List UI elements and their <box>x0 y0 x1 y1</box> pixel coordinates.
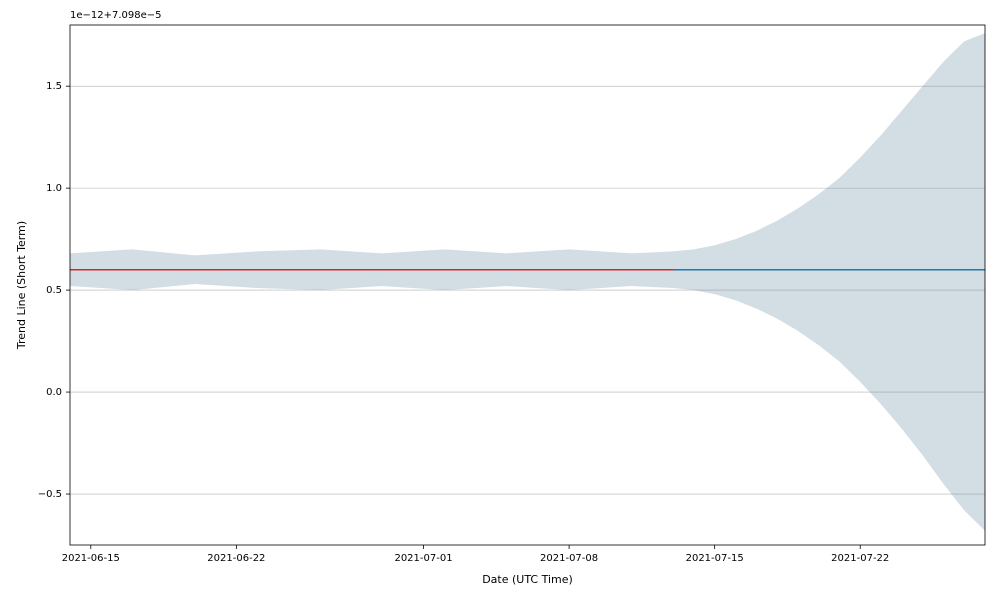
y-tick-label: 0.5 <box>46 285 62 296</box>
x-axis-label: Date (UTC Time) <box>482 573 573 586</box>
x-tick-label: 2021-06-22 <box>207 553 265 564</box>
x-tick-label: 2021-07-22 <box>831 553 889 564</box>
y-tick-label: 1.5 <box>46 81 62 92</box>
y-tick-label: 0.0 <box>46 387 62 398</box>
x-tick-label: 2021-07-01 <box>394 553 452 564</box>
x-tick-label: 2021-06-15 <box>62 553 120 564</box>
y-axis-label: Trend Line (Short Term) <box>15 221 28 350</box>
x-tick-label: 2021-07-15 <box>686 553 744 564</box>
y-tick-label: 1.0 <box>46 183 62 194</box>
trend-chart: 2021-06-15 2021-06-22 2021-07-01 2021-07-08… <box>0 0 1000 600</box>
chart-svg: 2021-06-15 2021-06-22 2021-07-01 2021-07-08… <box>0 0 1000 600</box>
x-tick-label: 2021-07-08 <box>540 553 598 564</box>
y-offset-text: 1e−12+7.098e−5 <box>70 10 162 21</box>
y-tick-label: −0.5 <box>38 489 62 500</box>
